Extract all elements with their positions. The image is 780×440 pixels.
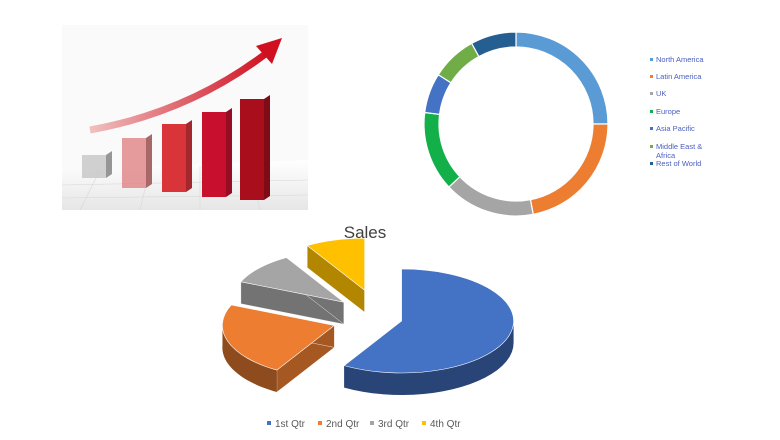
pie-slice-4 [306, 237, 365, 313]
legend-swatch [650, 92, 653, 95]
donut-slice [515, 31, 609, 125]
legend-label: North America [656, 55, 704, 64]
illustration-bar-side [146, 134, 152, 188]
legend-label: 4th Qtr [430, 419, 461, 430]
legend-label: Asia Pacific [656, 124, 695, 133]
legend-label: 1st Qtr [275, 419, 306, 430]
legend-swatch [650, 58, 653, 61]
donut-slice [448, 175, 534, 217]
legend-swatch [650, 162, 653, 165]
pie-slice-1 [343, 268, 514, 395]
illustration-bar-side [186, 120, 192, 192]
legend-swatch [370, 421, 374, 425]
donut-slice [529, 123, 609, 216]
legend-swatch [650, 145, 653, 148]
growth-arrow [89, 49, 271, 134]
arrow-head-icon [256, 38, 282, 64]
sales-pie-chart [222, 237, 514, 395]
illustration-bar-side [226, 108, 232, 197]
illustration-bar [240, 99, 264, 200]
legend-label: Rest of World [656, 159, 701, 168]
legend-swatch [650, 110, 653, 113]
legend-label: Latin America [656, 72, 702, 81]
legend-swatch [267, 421, 271, 425]
legend-label: Middle East & Africa [656, 142, 702, 160]
donut-chart [423, 31, 609, 217]
illustration-bar [162, 124, 186, 192]
illustration-bar-side [106, 151, 112, 178]
donut-slice [437, 42, 480, 84]
legend-label: Europe [656, 107, 680, 116]
pie-slice-2 [222, 304, 336, 393]
donut-slice [470, 31, 517, 58]
legend-swatch [650, 127, 653, 130]
pie-legend: 1st Qtr 2nd Qtr 3rd Qtr 4th Qtr [267, 419, 461, 430]
legend-swatch [422, 421, 426, 425]
legend-label: 2nd Qtr [326, 419, 360, 430]
illustration-bar [122, 138, 146, 188]
donut-slice [423, 111, 461, 188]
legend-label: UK [656, 89, 666, 98]
legend-label: 3rd Qtr [378, 419, 410, 430]
illustration-bar [82, 155, 106, 178]
legend-swatch [650, 75, 653, 78]
growth-chart-image [61, 25, 309, 211]
illustration-bar-side [264, 95, 270, 200]
pie-chart-title: Sales [344, 223, 387, 242]
pie-slice-3 [240, 257, 345, 325]
legend-swatch [318, 421, 322, 425]
donut-legend: North America Latin America UK Europe Asia P… [650, 55, 704, 168]
illustration-bar [202, 112, 226, 197]
